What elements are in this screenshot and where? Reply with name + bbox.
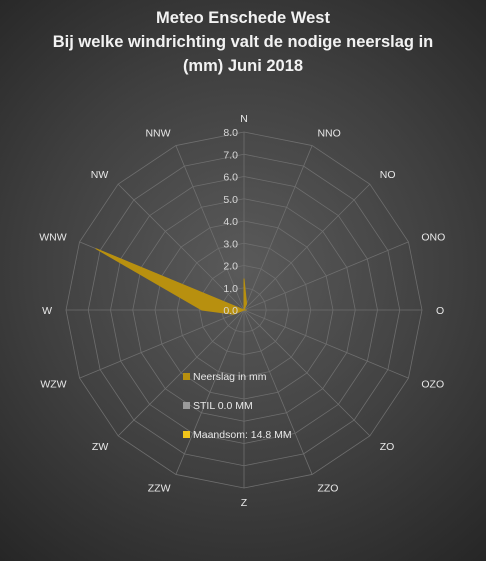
- grid-ring-4: [154, 220, 334, 400]
- tick-label-5: 5.0: [223, 194, 238, 206]
- direction-label-WNW: WNW: [39, 232, 66, 244]
- tick-label-1: 1.0: [223, 283, 238, 295]
- legend-swatch-2: [183, 431, 190, 438]
- grid-ring-7: [87, 153, 401, 467]
- chart-title: Meteo Enschede West Bij welke windrichti…: [0, 6, 486, 78]
- direction-label-NW: NW: [91, 169, 109, 181]
- tick-label-4: 4.0: [223, 216, 238, 228]
- legend: Neerslag in mm STIL 0.0 MM Maandsom: 14.8 …: [183, 371, 292, 441]
- direction-label-ZO: ZO: [380, 441, 395, 453]
- tick-label-8: 8.0: [223, 127, 238, 139]
- title-line-1: Meteo Enschede West: [156, 9, 330, 27]
- direction-label-O: O: [436, 305, 444, 317]
- direction-label-ZZW: ZZW: [148, 482, 171, 494]
- legend-label-0: Neerslag in mm: [193, 371, 267, 383]
- legend-swatch-1: [183, 402, 190, 409]
- tick-label-6: 6.0: [223, 172, 238, 184]
- grid-ring-8: [65, 131, 423, 489]
- legend-label-2: Maandsom: 14.8 MM: [193, 429, 292, 441]
- tick-label-2: 2.0: [223, 261, 238, 273]
- direction-label-NNO: NNO: [317, 128, 340, 140]
- direction-label-Z: Z: [241, 497, 248, 509]
- direction-labels: N NNO NO ONO O OZO ZO ZZO Z ZZW ZW WZW W WNW NW NNW: [39, 113, 445, 509]
- grid-ring-6: [110, 176, 378, 444]
- radar-series: [95, 248, 248, 315]
- series-area-0: [95, 248, 248, 315]
- direction-label-ZW: ZW: [92, 441, 108, 453]
- title-line-3: (mm) Juni 2018: [182, 57, 304, 75]
- grid-ring-1: [221, 287, 267, 333]
- direction-label-WZW: WZW: [40, 378, 66, 390]
- tick-label-7: 7.0: [223, 149, 238, 161]
- direction-label-W: W: [42, 305, 52, 317]
- direction-label-N: N: [240, 113, 248, 125]
- direction-label-NNW: NNW: [145, 128, 170, 140]
- grid-ring-2: [199, 265, 289, 355]
- tick-label-3: 3.0: [223, 238, 238, 250]
- direction-label-ZZO: ZZO: [317, 482, 338, 494]
- radial-axis-ticks: 0.0 1.0 2.0 3.0 4.0 5.0 6.0 7.0 8.0: [223, 127, 238, 317]
- tick-label-0: 0.0: [223, 305, 238, 317]
- legend-label-1: STIL 0.0 MM: [193, 400, 253, 412]
- legend-swatch-0: [183, 373, 190, 380]
- grid-ring-3: [176, 242, 312, 378]
- grid-ring-5: [132, 198, 356, 422]
- title-line-2: Bij welke windrichting valt de nodige ne…: [52, 33, 434, 51]
- direction-label-NO: NO: [380, 169, 396, 181]
- direction-label-OZO: OZO: [421, 378, 444, 390]
- direction-label-ONO: ONO: [421, 232, 445, 244]
